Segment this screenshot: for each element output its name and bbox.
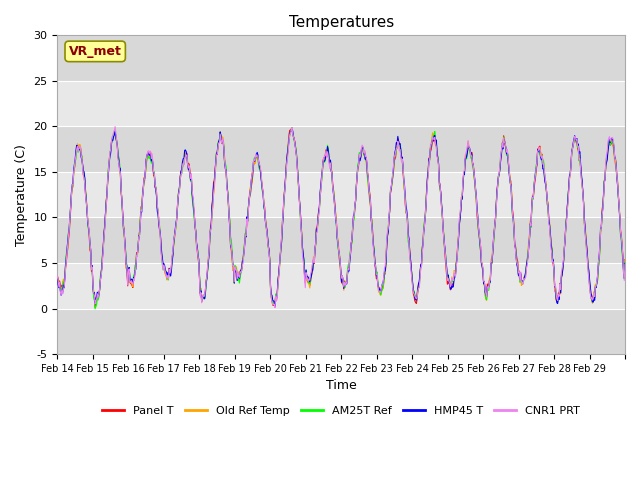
CNR1 PRT [253, 153, 261, 158]
AM25T Ref [121, 238, 129, 243]
AM25T Ref [621, 259, 629, 265]
CNR1 PRT [111, 124, 119, 130]
AM25T Ref [433, 149, 441, 155]
CNR1 PRT [621, 262, 629, 267]
Bar [58, 172, 625, 217]
AM25T Ref [275, 273, 282, 279]
HMP45 T [120, 228, 128, 233]
Old Ref Temp [253, 156, 260, 162]
Bar [58, 126, 625, 172]
CNR1 PRT [225, 214, 233, 219]
HMP45 T [288, 125, 296, 131]
Old Ref Temp [275, 276, 282, 282]
CNR1 PRT [271, 305, 279, 311]
Bar [58, 263, 625, 309]
Line: CNR1 PRT: CNR1 PRT [58, 127, 625, 308]
Panel T [275, 272, 282, 277]
AM25T Ref [54, 274, 61, 280]
Panel T [54, 273, 61, 279]
Panel T [401, 201, 409, 206]
Old Ref Temp [54, 277, 61, 283]
Old Ref Temp [120, 230, 128, 236]
CNR1 PRT [121, 240, 129, 245]
Panel T [433, 153, 441, 159]
HMP45 T [253, 151, 260, 157]
Bar [58, 309, 625, 354]
Old Ref Temp [433, 151, 441, 157]
Line: Old Ref Temp: Old Ref Temp [58, 129, 625, 305]
Old Ref Temp [621, 257, 629, 263]
HMP45 T [275, 271, 282, 277]
Old Ref Temp [288, 126, 296, 132]
Line: HMP45 T: HMP45 T [58, 128, 625, 307]
AM25T Ref [288, 125, 296, 131]
AM25T Ref [253, 155, 261, 160]
Legend: Panel T, Old Ref Temp, AM25T Ref, HMP45 T, CNR1 PRT: Panel T, Old Ref Temp, AM25T Ref, HMP45 … [98, 401, 585, 420]
Bar [58, 36, 625, 81]
CNR1 PRT [276, 266, 284, 272]
HMP45 T [271, 304, 279, 310]
X-axis label: Time: Time [326, 379, 356, 392]
HMP45 T [433, 150, 441, 156]
Panel T [288, 125, 296, 131]
Panel T [225, 212, 233, 218]
Bar [58, 217, 625, 263]
CNR1 PRT [401, 195, 409, 201]
AM25T Ref [401, 196, 409, 202]
Panel T [92, 305, 99, 311]
Panel T [621, 257, 629, 263]
AM25T Ref [92, 306, 99, 312]
Y-axis label: Temperature (C): Temperature (C) [15, 144, 28, 246]
AM25T Ref [225, 211, 233, 216]
HMP45 T [54, 276, 61, 282]
Old Ref Temp [271, 302, 279, 308]
CNR1 PRT [54, 273, 61, 279]
Line: Panel T: Panel T [58, 128, 625, 308]
Line: AM25T Ref: AM25T Ref [58, 128, 625, 309]
HMP45 T [225, 200, 232, 206]
Old Ref Temp [225, 201, 232, 207]
Text: VR_met: VR_met [68, 45, 122, 58]
CNR1 PRT [433, 154, 441, 159]
Bar [58, 81, 625, 126]
HMP45 T [401, 192, 409, 198]
Panel T [253, 152, 261, 158]
HMP45 T [621, 261, 629, 266]
Panel T [121, 238, 129, 244]
Title: Temperatures: Temperatures [289, 15, 394, 30]
Old Ref Temp [401, 198, 409, 204]
